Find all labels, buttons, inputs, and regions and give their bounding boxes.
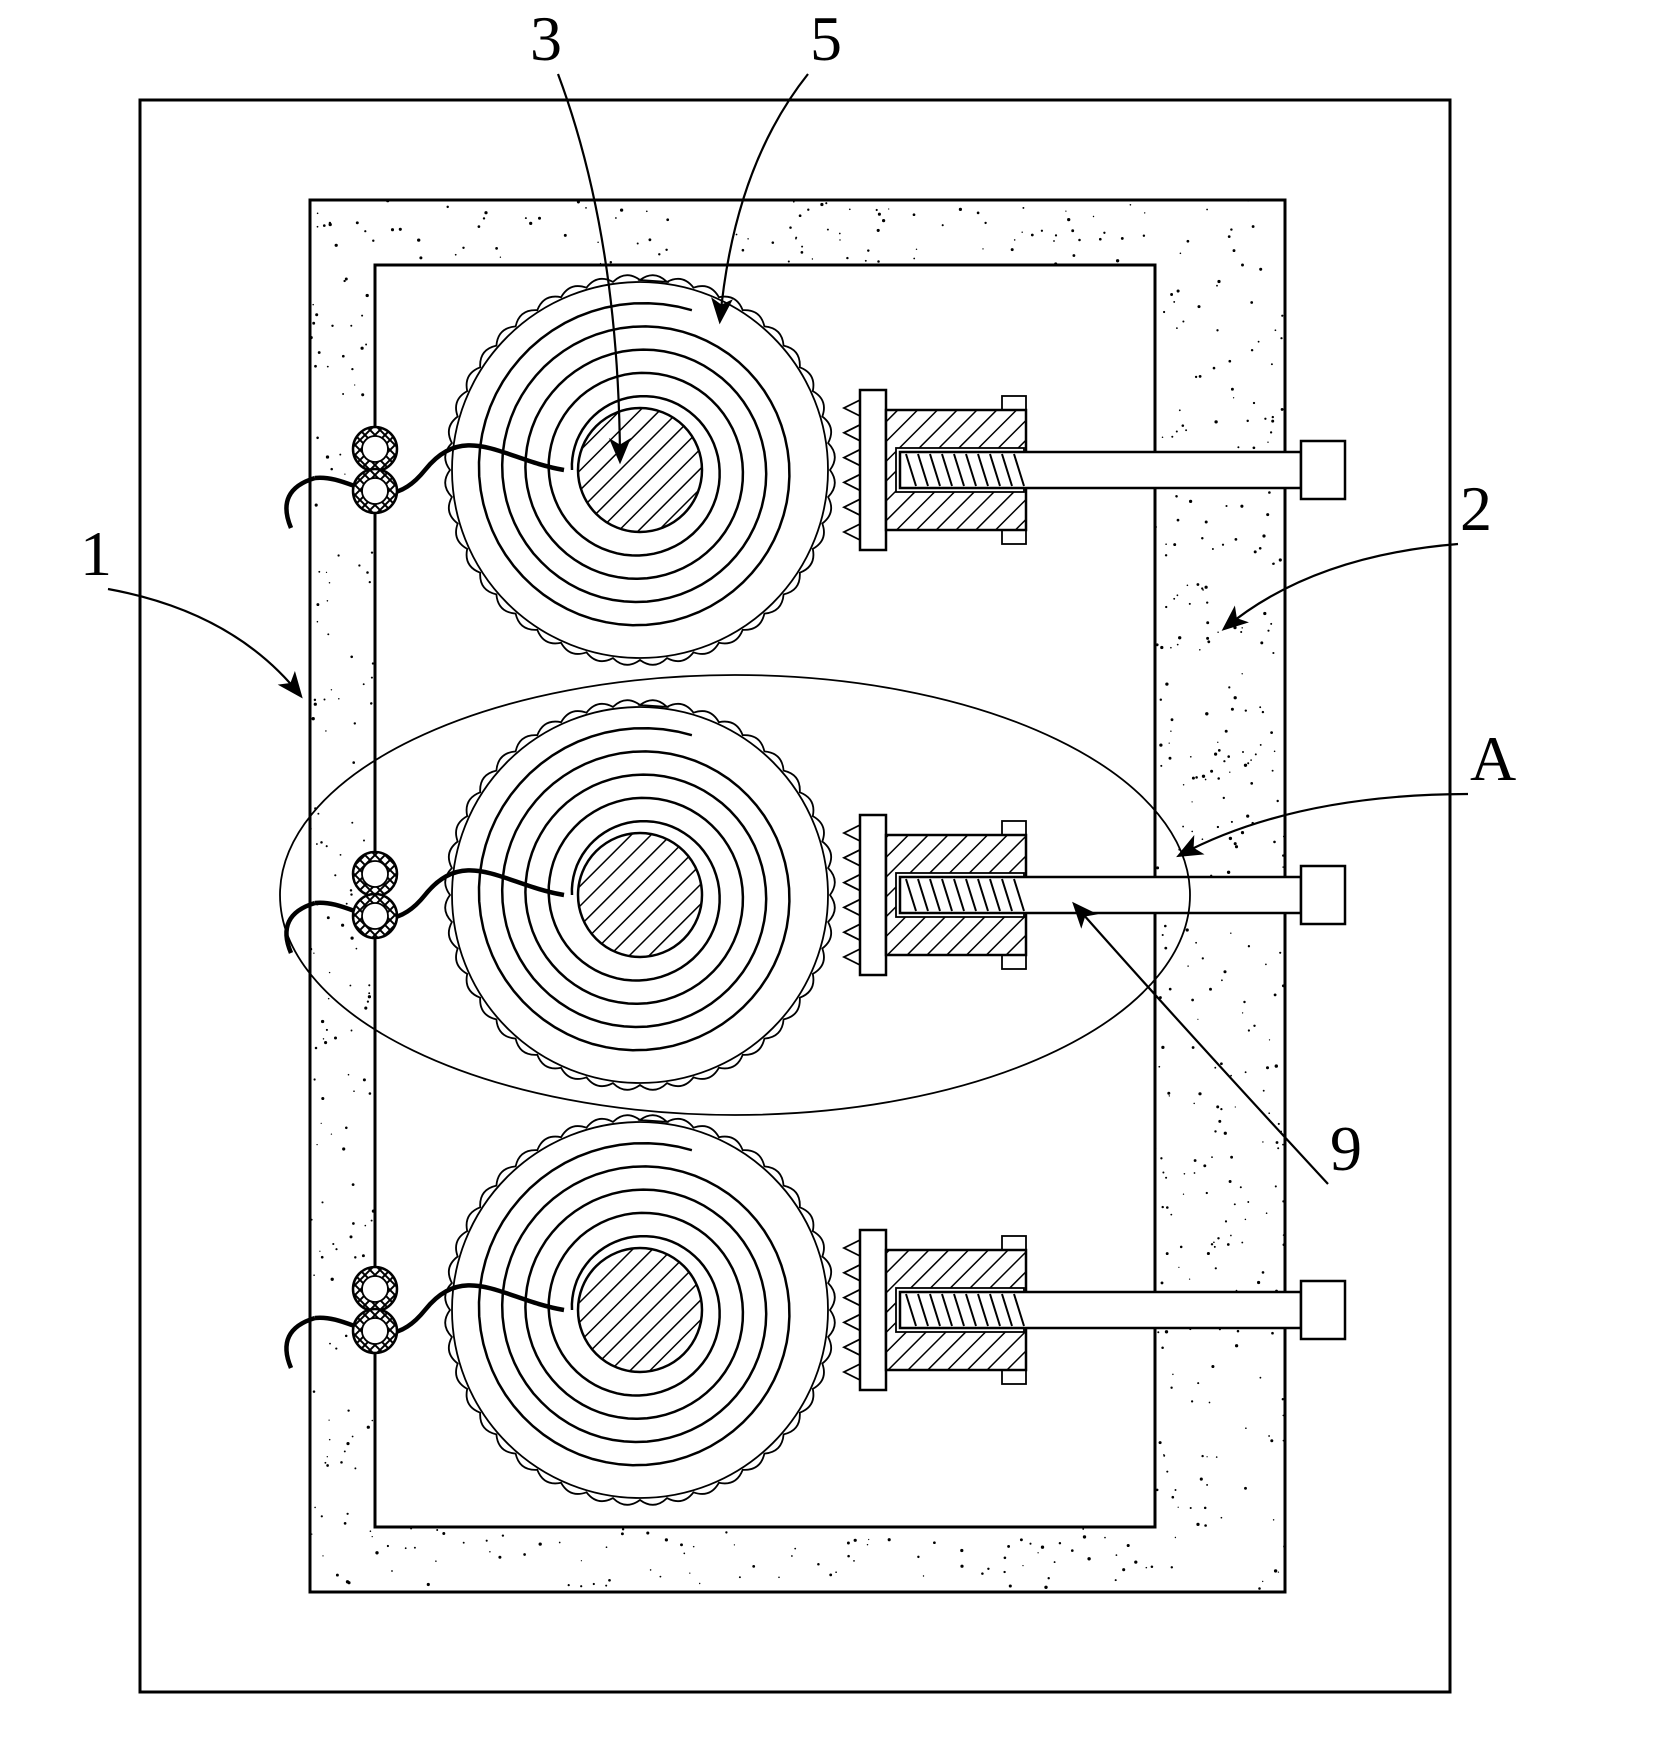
latch-knob[interactable] [1301, 441, 1345, 499]
spool-hub [578, 833, 702, 957]
latch-knob[interactable] [1301, 1281, 1345, 1339]
leader-line [720, 74, 808, 320]
screw-shaft [900, 452, 1301, 488]
label-text: 1 [80, 518, 112, 589]
leader-line [1180, 794, 1468, 855]
label-9: 9 [1075, 905, 1362, 1184]
label-1: 1 [80, 518, 300, 695]
label-text: A [1470, 723, 1516, 794]
spool-assembly-2 [286, 1115, 1345, 1505]
label-5: 5 [720, 3, 842, 320]
label-A: A [1180, 723, 1516, 855]
leader-line [1075, 905, 1328, 1184]
spool-assembly-1 [286, 700, 1345, 1090]
latch-knob[interactable] [1301, 866, 1345, 924]
label-text: 5 [810, 3, 842, 74]
leader-line [1225, 544, 1458, 628]
label-text: 2 [1460, 473, 1492, 544]
spool-hub [578, 408, 702, 532]
latch-0 [844, 390, 1345, 550]
leader-line [108, 589, 300, 695]
screw-shaft [900, 877, 1301, 913]
label-2: 2 [1225, 473, 1492, 628]
label-text: 9 [1330, 1113, 1362, 1184]
spool-assembly-0 [286, 275, 1345, 665]
label-text: 3 [530, 3, 562, 74]
latch-1 [844, 815, 1345, 975]
screw-shaft [900, 1292, 1301, 1328]
latch-2 [844, 1230, 1345, 1390]
spool-hub [578, 1248, 702, 1372]
